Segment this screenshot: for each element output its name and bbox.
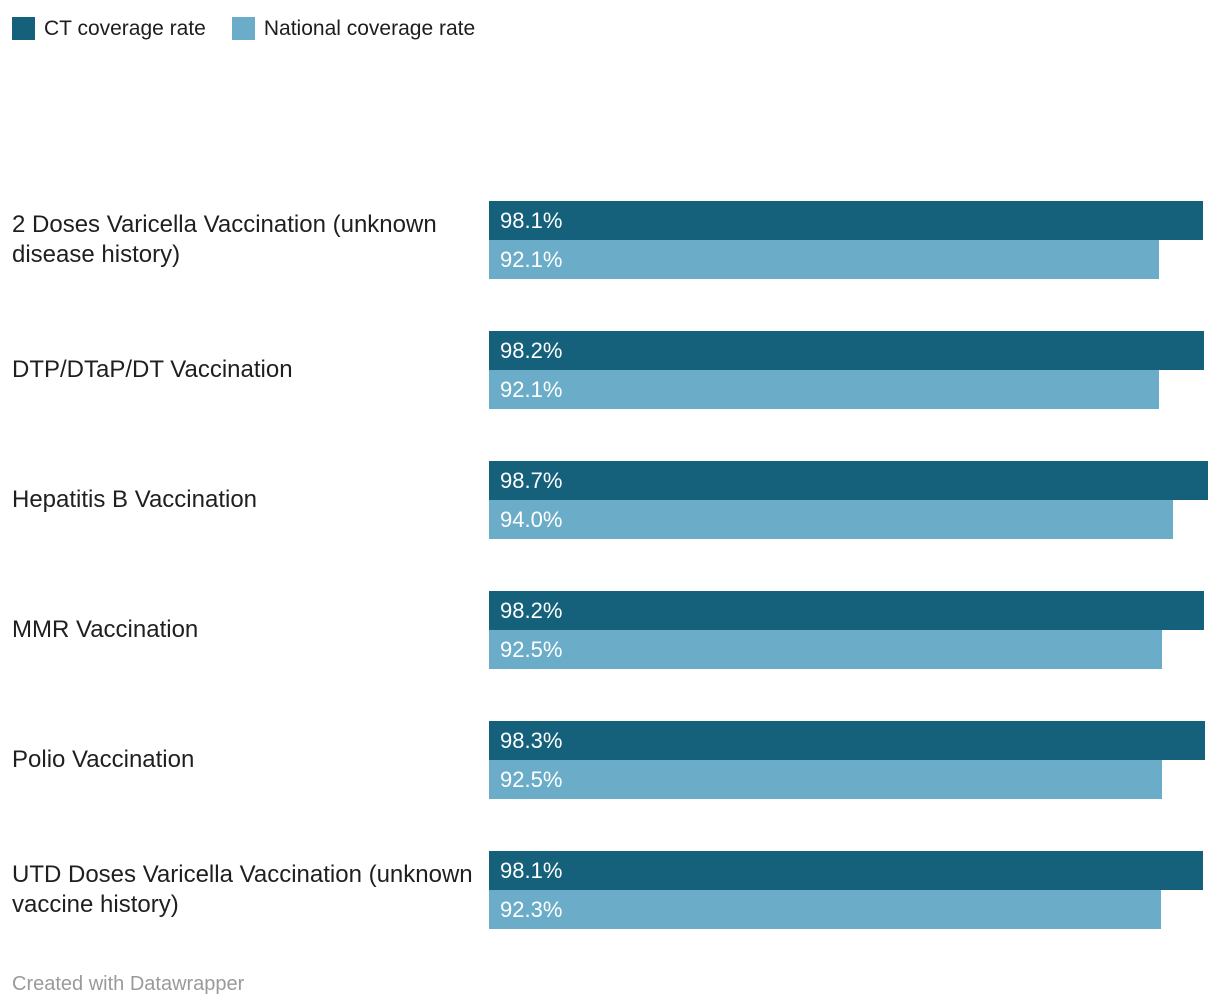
bar-ct-coverage: 98.1%	[489, 851, 1204, 890]
chart-row: Hepatitis B Vaccination 98.7% 94.0%	[12, 461, 1220, 539]
bar-value-label: 92.1%	[500, 376, 563, 402]
datawrapper-credit[interactable]: Created with Datawrapper	[12, 973, 245, 995]
chart-row: MMR Vaccination 98.2% 92.5%	[12, 591, 1220, 669]
legend: CT coverage rate National coverage rate	[12, 17, 1220, 40]
category-label: Polio Vaccination	[12, 746, 195, 773]
category-label: DTP/DTaP/DT Vaccination	[12, 356, 293, 383]
bar-value-label: 98.7%	[500, 467, 563, 493]
bar-value-label: 98.1%	[500, 857, 563, 883]
bar-national-coverage: 94.0%	[489, 500, 1174, 539]
bar-ct-coverage: 98.1%	[489, 201, 1204, 240]
bar-group: 98.1% 92.1%	[489, 201, 1217, 279]
bar-value-label: 92.5%	[500, 766, 563, 792]
chart-row: UTD Doses Varicella Vaccination (unknown…	[12, 851, 1220, 929]
bar-value-label: 98.3%	[500, 727, 563, 753]
bar-group: 98.7% 94.0%	[489, 461, 1217, 539]
legend-swatch-ct-coverage	[12, 17, 35, 40]
category-label: 2 Doses Varicella Vaccination (unknown d…	[12, 211, 437, 268]
bar-national-coverage: 92.3%	[489, 890, 1161, 929]
bar-national-coverage: 92.5%	[489, 760, 1163, 799]
bar-value-label: 92.1%	[500, 246, 563, 272]
chart-row: 2 Doses Varicella Vaccination (unknown d…	[12, 201, 1220, 279]
bar-group: 98.2% 92.5%	[489, 591, 1217, 669]
legend-item-national-coverage: National coverage rate	[231, 16, 476, 41]
bar-value-label: 98.2%	[500, 597, 563, 623]
bar-national-coverage: 92.5%	[489, 630, 1163, 669]
chart-row: DTP/DTaP/DT Vaccination 98.2% 92.1%	[12, 331, 1220, 409]
bar-ct-coverage: 98.2%	[489, 331, 1204, 370]
bar-group: 98.1% 92.3%	[489, 851, 1217, 929]
bar-ct-coverage: 98.2%	[489, 591, 1204, 630]
legend-swatch-national-coverage	[231, 17, 255, 40]
bar-ct-coverage: 98.7%	[489, 461, 1208, 500]
category-label: Hepatitis B Vaccination	[12, 486, 258, 513]
legend-item-ct-coverage: CT coverage rate	[12, 17, 206, 41]
category-label: MMR Vaccination	[12, 616, 199, 643]
bar-ct-coverage: 98.3%	[489, 721, 1205, 760]
bar-value-label: 92.3%	[500, 896, 563, 922]
legend-label-national-coverage: National coverage rate	[263, 16, 476, 40]
bar-value-label: 94.0%	[500, 506, 563, 532]
bar-value-label: 98.2%	[500, 337, 563, 363]
bar-value-label: 98.1%	[500, 207, 563, 233]
chart-rows: 2 Doses Varicella Vaccination (unknown d…	[12, 201, 1220, 929]
category-label: UTD Doses Varicella Vaccination (unknown…	[12, 861, 473, 918]
bar-national-coverage: 92.1%	[489, 240, 1160, 279]
bar-group: 98.2% 92.1%	[489, 331, 1217, 409]
chart-row: Polio Vaccination 98.3% 92.5%	[12, 721, 1220, 799]
bar-group: 98.3% 92.5%	[489, 721, 1217, 799]
legend-label-ct-coverage: CT coverage rate	[44, 16, 206, 40]
bar-value-label: 92.5%	[500, 636, 563, 662]
bar-national-coverage: 92.1%	[489, 370, 1160, 409]
